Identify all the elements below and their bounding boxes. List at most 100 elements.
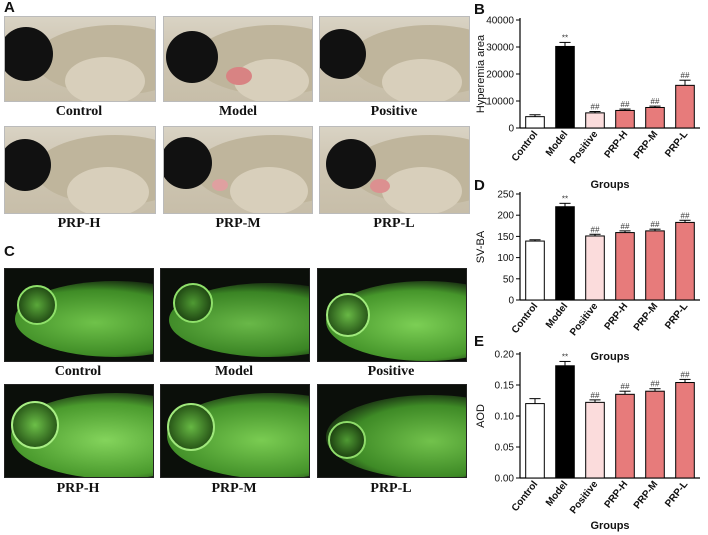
zebrafish-fluorescence-prp-l — [317, 384, 467, 478]
significance-mark: ## — [591, 391, 600, 400]
significance-mark: ## — [681, 211, 690, 220]
bar-prp-m — [645, 390, 665, 479]
x-tick-label: PRP-M — [632, 479, 661, 511]
bar-positive — [585, 235, 605, 301]
y-tick-label: 150 — [497, 232, 514, 243]
caption-c-prp-l: PRP-L — [370, 481, 412, 496]
zebrafish-brightfield-positive — [319, 16, 470, 102]
zebrafish-fluorescence-positive — [317, 268, 467, 362]
significance-mark: ** — [562, 33, 568, 42]
x-tick-label: PRP-M — [632, 129, 661, 161]
y-tick-label: 0 — [508, 296, 514, 307]
significance-mark: ## — [651, 97, 660, 106]
x-tick-label: Control — [510, 301, 541, 336]
x-tick-label: PRP-L — [663, 129, 690, 159]
x-tick-label: PRP-L — [663, 479, 690, 509]
caption-c-prp-m: PRP-M — [211, 481, 257, 496]
y-tick-label: 0.05 — [495, 443, 515, 454]
bar-prp-h — [615, 232, 635, 301]
zebrafish-brightfield-prp-l — [319, 126, 470, 214]
zebrafish-fluorescence-prp-h — [4, 384, 154, 478]
significance-mark: ## — [681, 370, 690, 379]
zebrafish-fluorescence-control — [4, 268, 154, 362]
caption-c-positive: Positive — [367, 364, 415, 379]
panel-label-a: A — [4, 0, 15, 16]
x-tick-label: Positive — [568, 301, 601, 338]
caption-c-control: Control — [54, 364, 102, 379]
x-tick-label: Model — [544, 301, 571, 331]
x-tick-label: Model — [544, 479, 571, 509]
significance-mark: ## — [591, 225, 600, 234]
y-tick-label: 0.20 — [495, 350, 515, 361]
significance-mark: ## — [651, 380, 660, 389]
zebrafish-fluorescence-model — [160, 268, 310, 362]
bar-prp-h — [615, 393, 635, 479]
bar-prp-l — [675, 382, 695, 479]
bar-control — [525, 116, 545, 129]
x-axis-label: Groups — [590, 520, 629, 532]
y-tick-label: 250 — [497, 190, 514, 201]
bar-model — [555, 365, 575, 479]
y-tick-label: 50 — [503, 274, 515, 285]
x-tick-label: PRP-L — [663, 301, 690, 331]
panel-label-e: E — [474, 333, 484, 350]
bar-positive — [585, 112, 605, 129]
y-axis-label: Hyperemia area — [475, 34, 487, 113]
x-tick-label: Positive — [568, 479, 601, 516]
x-tick-label: Model — [544, 129, 571, 159]
x-tick-label: Control — [510, 129, 541, 164]
caption-c-model: Model — [214, 364, 254, 379]
x-tick-label: PRP-H — [603, 479, 631, 510]
significance-mark: ** — [562, 194, 568, 203]
significance-mark: ## — [621, 100, 630, 109]
x-tick-label: Control — [510, 479, 541, 514]
y-tick-label: 0.00 — [495, 474, 515, 485]
zebrafish-brightfield-prp-h — [4, 126, 156, 214]
zebrafish-brightfield-model — [163, 16, 313, 102]
chart-b-hyperemia-area: B Hyperemia area 0 10000 20000 30000 40000 Cont… — [474, 1, 700, 191]
caption-c-prp-h: PRP-H — [56, 481, 100, 496]
y-tick-label: 0.15 — [495, 381, 515, 392]
y-axis-label: AOD — [475, 404, 487, 428]
zebrafish-brightfield-control — [4, 16, 156, 102]
x-axis-label: Groups — [590, 351, 629, 363]
y-tick-label: 20000 — [486, 70, 514, 81]
panel-label-b: B — [474, 1, 485, 18]
chart-d-sv-ba: D SV-BA 0 50 100 150 200 250 Control ** Model ## Pos… — [474, 177, 700, 363]
panel-label-d: D — [474, 177, 485, 194]
bar-prp-l — [675, 84, 695, 129]
y-tick-label: 200 — [497, 211, 514, 222]
x-tick-label: Positive — [568, 129, 601, 166]
chart-e-aod: E AOD 0.00 0.05 0.10 0.15 0.20 Control ** Model ##… — [474, 333, 700, 532]
caption-a-positive: Positive — [370, 104, 418, 119]
significance-mark: ## — [591, 103, 600, 112]
significance-mark: ## — [651, 220, 660, 229]
y-tick-label: 40000 — [486, 16, 514, 27]
bar-model — [555, 45, 575, 129]
panel-label-c: C — [4, 243, 15, 260]
y-tick-label: 100 — [497, 253, 514, 264]
caption-a-prp-h: PRP-H — [57, 216, 101, 231]
caption-a-model: Model — [218, 104, 258, 119]
y-tick-label: 0.10 — [495, 412, 515, 423]
x-tick-label: PRP-M — [632, 301, 661, 333]
x-axis-label: Groups — [590, 179, 629, 191]
x-tick-label: PRP-H — [603, 301, 631, 332]
bar-control — [525, 403, 545, 479]
bar-prp-m — [645, 230, 665, 301]
bar-prp-h — [615, 109, 635, 129]
significance-mark: ## — [681, 71, 690, 80]
zebrafish-fluorescence-prp-m — [160, 384, 310, 478]
bar-prp-l — [675, 221, 695, 301]
bar-model — [555, 206, 575, 301]
significance-mark: ## — [621, 222, 630, 231]
y-tick-label: 10000 — [486, 97, 514, 108]
y-tick-label: 0 — [508, 124, 514, 135]
bar-prp-m — [645, 106, 665, 129]
significance-mark: ** — [562, 352, 568, 361]
significance-mark: ## — [621, 382, 630, 391]
caption-a-prp-m: PRP-M — [215, 216, 261, 231]
bar-positive — [585, 401, 605, 479]
x-tick-label: PRP-H — [603, 129, 631, 160]
y-tick-label: 30000 — [486, 43, 514, 54]
